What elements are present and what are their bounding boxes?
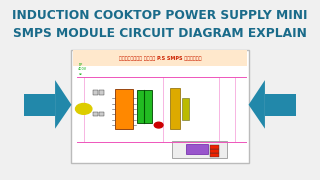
Bar <box>137 90 152 123</box>
Bar <box>93 90 98 94</box>
Bar <box>172 141 227 158</box>
Polygon shape <box>249 80 265 129</box>
Bar <box>99 112 104 116</box>
Bar <box>71 50 249 163</box>
Circle shape <box>76 103 92 114</box>
Text: I/P
400V
ac: I/P 400V ac <box>78 63 87 76</box>
Bar <box>211 153 220 157</box>
Bar <box>265 94 296 116</box>
Bar <box>99 90 104 94</box>
Bar <box>211 149 220 153</box>
Bar <box>73 50 247 66</box>
Text: SMPS MODULE CIRCUIT DIAGRAM EXPLAIN: SMPS MODULE CIRCUIT DIAGRAM EXPLAIN <box>13 27 307 40</box>
Bar <box>115 89 133 129</box>
Bar <box>170 88 180 129</box>
Bar <box>211 145 220 149</box>
Bar <box>186 144 208 154</box>
Circle shape <box>154 122 163 128</box>
Bar <box>24 94 55 116</box>
Bar <box>182 98 188 120</box>
Bar <box>93 112 98 116</box>
Text: ઇન્ડક્શન પાવર P.S SMPS સર્કિટ: ઇન્ડક્શન પાવર P.S SMPS સર્કિટ <box>119 56 201 60</box>
Polygon shape <box>55 80 71 129</box>
Text: INDUCTION COOKTOP POWER SUPPLY MINI: INDUCTION COOKTOP POWER SUPPLY MINI <box>12 9 308 22</box>
